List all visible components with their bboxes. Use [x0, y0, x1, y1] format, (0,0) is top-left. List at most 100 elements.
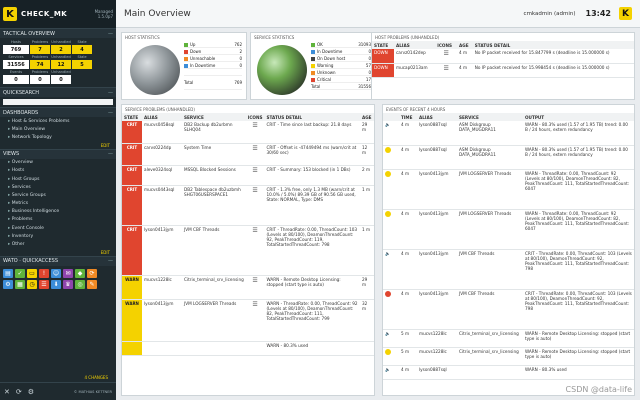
service-globe[interactable] [257, 45, 307, 95]
host-stat-row[interactable]: Down 2 [184, 48, 242, 55]
menu-icon[interactable]: ☰ [435, 49, 458, 64]
view-link[interactable]: Problems [0, 216, 116, 224]
host-alias-link[interactable]: lyson0413jym [417, 289, 457, 330]
table-row[interactable]: 4 m lyson0887sql ASM Diskgroup DATA_MUGD… [383, 145, 634, 170]
col-time[interactable]: TIME [399, 113, 417, 121]
dashboard-link[interactable]: Main Overview [0, 125, 116, 133]
host-alias-link[interactable]: lyson0413jym [417, 169, 457, 210]
service-stat-row[interactable]: Critical 17 [311, 76, 371, 83]
tac-services-problems[interactable]: 74 [30, 60, 50, 69]
tac-services-total[interactable]: 31556 [3, 60, 29, 69]
host-alias-link[interactable]: carvz0142dep [394, 49, 436, 64]
menu-icon[interactable]: ☰ [245, 185, 265, 226]
changes-link[interactable]: 4 CHANGES [84, 375, 108, 380]
service-link[interactable]: ASM Diskgroup DATA_MUGDRA11 [457, 121, 523, 146]
col-status-detail[interactable]: STATUS DETAIL [472, 41, 634, 49]
host-alias-link[interactable]: aleve0324sql [142, 165, 182, 186]
menu-icon[interactable]: ☰ [245, 225, 265, 276]
service-link[interactable]: JVM LOGSERVER Threads [457, 169, 523, 210]
service-link[interactable]: JVM CBF Threads [182, 225, 246, 276]
view-link[interactable]: Services [0, 183, 116, 191]
groups-icon[interactable]: ▦ [15, 279, 25, 289]
table-row[interactable]: 5 m mucvs1228lc Citrix_terminal_srv_lice… [383, 347, 634, 366]
folder-icon[interactable]: ▭ [27, 268, 37, 278]
service-stat-row[interactable]: On Down host 0 [311, 55, 371, 62]
sites-icon[interactable]: ◎ [75, 279, 85, 289]
col-output[interactable]: OUTPUT [523, 113, 634, 121]
col-status-detail[interactable]: STATUS DETAIL [264, 113, 360, 121]
view-link[interactable]: Host Groups [0, 175, 116, 183]
dashboard-link[interactable]: Network Topology [0, 133, 116, 141]
host-alias-link[interactable]: lyson0887sql [417, 121, 457, 146]
quicksearch-header[interactable]: QUICKSEARCH — [0, 87, 116, 97]
bi-icon[interactable]: ◆ [75, 268, 85, 278]
dashboards-header[interactable]: DASHBOARDS — [0, 107, 116, 117]
service-stat-row[interactable]: Warning 57 [311, 62, 371, 69]
menu-icon[interactable]: ☰ [245, 165, 265, 186]
timeperiods-icon[interactable]: ◷ [27, 279, 37, 289]
host-alias-link[interactable]: mucvs0443sql [142, 185, 182, 226]
table-row[interactable]: CRIT aleve0324sql MSSQL Blocked Sessions… [122, 165, 374, 186]
alert-icon[interactable]: ! [39, 268, 49, 278]
service-link[interactable]: JVM CBF Threads [457, 289, 523, 330]
host-alias-link[interactable]: mucap0213am [394, 63, 436, 78]
view-link[interactable]: Inventory [0, 232, 116, 240]
settings-icon[interactable]: ⚙ [27, 387, 35, 396]
tac-services-unhandled[interactable]: 12 [51, 60, 71, 69]
menu-icon[interactable]: ☰ [245, 299, 265, 342]
service-link[interactable]: Citrix_terminal_srv_licensing [457, 329, 523, 348]
tac-hosts-stale[interactable]: 4 [72, 45, 92, 54]
table-row[interactable]: 🔈 5 m mucvs1228lc Citrix_terminal_srv_li… [383, 329, 634, 348]
view-link[interactable]: Overview [0, 159, 116, 167]
service-stat-row[interactable]: In Downtime 0 [311, 48, 371, 55]
menu-icon[interactable] [245, 341, 265, 356]
service-link[interactable]: JVM LOGSERVER Threads [457, 209, 523, 250]
service-stat-row[interactable]: Unknown 0 [311, 69, 371, 76]
menu-icon[interactable]: ☰ [245, 275, 265, 300]
host-alias-link[interactable]: lyson0887sql [417, 365, 457, 380]
col-icons[interactable]: ICONS [435, 41, 458, 49]
host-alias-link[interactable]: carvs0224dp [142, 143, 182, 166]
service-link[interactable] [457, 365, 523, 380]
service-link[interactable]: DB2 Tablespace db2uzbmh SHGT06USERSPACE1 [182, 185, 246, 226]
rules-icon[interactable]: ✓ [15, 268, 25, 278]
service-link[interactable]: ASM Diskgroup DATA_MUGDRA11 [457, 145, 523, 170]
checkmk-logo[interactable]: K [3, 7, 17, 21]
services-icon[interactable]: ⚙ [3, 279, 13, 289]
menu-icon[interactable]: ☰ [245, 143, 265, 166]
service-link[interactable]: JVM LOGSERVER Threads [182, 299, 246, 342]
host-globe[interactable] [130, 45, 180, 95]
host-alias-link[interactable]: lyson0413jym [142, 299, 182, 342]
menu-icon[interactable]: ☰ [435, 63, 458, 78]
host-stat-row[interactable]: In Downtime 0 [184, 62, 242, 69]
service-stat-row[interactable]: OK 31093 [311, 41, 371, 48]
table-row[interactable]: CRIT carvs0224dp System Time ☰ CRIT - Of… [122, 143, 374, 166]
roles-icon[interactable]: ♛ [63, 279, 73, 289]
host-alias-link[interactable]: mucvs0458sql [142, 121, 182, 144]
col-age[interactable]: AGE [360, 113, 374, 121]
host-alias-link[interactable]: lyson0887sql [417, 145, 457, 170]
host-stat-row[interactable]: Unreachable 0 [184, 55, 242, 62]
tactical-overview-header[interactable]: TACTICAL OVERVIEW — [0, 28, 116, 38]
view-link[interactable]: Service Groups [0, 191, 116, 199]
table-row[interactable]: 4 m lyson0413jym JVM CBF Threads CRIT - … [383, 289, 634, 330]
tac-hosts-total[interactable]: 769 [3, 45, 29, 54]
hosts-icon[interactable]: ▤ [3, 268, 13, 278]
table-row[interactable]: 🔈 4 m lyson0887sql WARN - 80.3% used [383, 365, 634, 380]
host-alias-link[interactable]: mucvs1228lc [417, 329, 457, 348]
user-name[interactable]: cmkadmin (admin) [523, 10, 576, 17]
service-link[interactable]: DB2 Backup db2urbmn SLHQ04 [182, 121, 246, 144]
col-icons[interactable]: ICONS [245, 113, 265, 121]
views-edit-link[interactable]: EDIT [100, 249, 110, 255]
quickaccess-header[interactable]: WATO · QUICKACCESS — [0, 255, 116, 266]
table-row[interactable]: CRIT mucvs0443sql DB2 Tablespace db2uzbm… [122, 185, 374, 226]
view-link[interactable]: Metrics [0, 200, 116, 208]
table-row[interactable]: WARN lyson0413jym JVM LOGSERVER Threads … [122, 299, 374, 342]
host-alias-link[interactable]: mucvs1228lc [417, 347, 457, 366]
view-link[interactable]: Other [0, 240, 116, 248]
table-row[interactable]: 🔈 4 m lyson0887sql ASM Diskgroup DATA_MU… [383, 121, 634, 146]
tac-hosts-unhandled[interactable]: 2 [51, 45, 71, 54]
backup-icon[interactable]: ⟳ [87, 268, 97, 278]
tac-hosts-problems[interactable]: 7 [30, 45, 50, 54]
audit-icon[interactable]: ✎ [87, 279, 97, 289]
